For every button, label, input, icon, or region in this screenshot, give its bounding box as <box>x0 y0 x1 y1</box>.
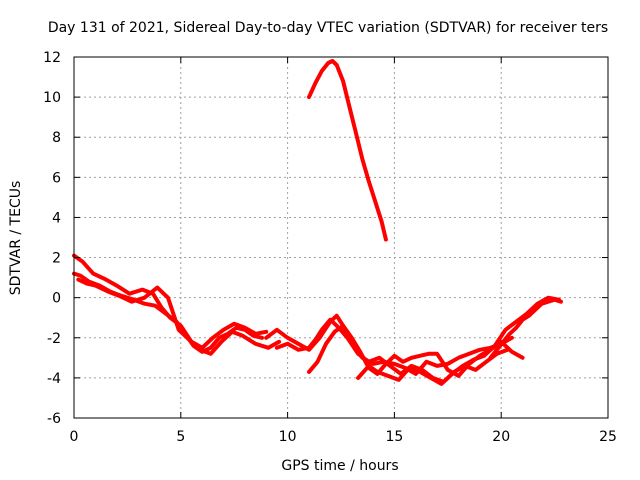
x-tick-label: 0 <box>70 429 79 445</box>
tick-layer: 0 5 10 15 20 25 -6 -4 -2 0 2 4 6 8 10 12 <box>43 50 617 445</box>
x-tick-label: 10 <box>279 429 297 445</box>
y-tick-label: 12 <box>43 50 61 66</box>
grid-layer <box>74 57 608 418</box>
x-axis-title: GPS time / hours <box>281 458 398 474</box>
y-tick-label: 6 <box>52 170 61 186</box>
x-tick-label: 25 <box>599 429 617 445</box>
series-line-track-7 <box>356 295 561 386</box>
series-line-track-9 <box>307 59 388 242</box>
y-tick-label: 4 <box>52 210 61 226</box>
chart-title: Day 131 of 2021, Sidereal Day-to-day VTE… <box>48 20 608 36</box>
series-line-track-2 <box>72 253 269 350</box>
y-tick-label: 8 <box>52 130 61 146</box>
series-line-track-3 <box>76 277 282 356</box>
y-axis-title: SDTVAR / TECUs <box>8 181 24 296</box>
y-tick-label: 10 <box>43 90 61 106</box>
y-tick-label: 2 <box>52 251 61 267</box>
y-tick-label: -4 <box>47 371 61 387</box>
x-tick-label: 20 <box>492 429 510 445</box>
x-tick-label: 15 <box>385 429 403 445</box>
plot-frame <box>73 56 609 419</box>
y-tick-label: -6 <box>47 411 61 427</box>
y-tick-label: -2 <box>47 331 61 347</box>
x-tick-label: 5 <box>176 429 185 445</box>
series-layer <box>72 59 563 386</box>
y-tick-label: 0 <box>52 291 61 307</box>
series-line-track-8 <box>488 297 563 360</box>
